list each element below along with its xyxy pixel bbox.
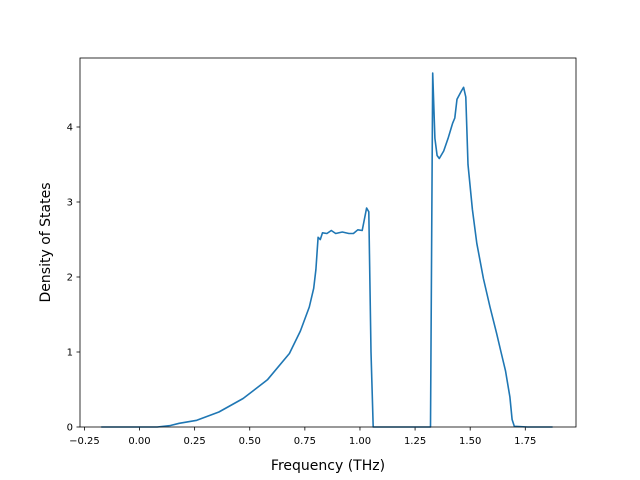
y-tick-label: 1 (67, 348, 73, 359)
x-tick-label: 1.75 (514, 436, 536, 447)
dos-series-line (101, 72, 553, 428)
x-tick-label: 1.00 (349, 436, 371, 447)
x-tick-label: 0.50 (239, 436, 261, 447)
x-tick-label: −0.25 (69, 436, 100, 447)
y-tick-label: 4 (67, 123, 73, 134)
x-tick-label: 0.25 (183, 436, 205, 447)
x-tick-label: 0.00 (128, 436, 150, 447)
plot-frame (79, 57, 577, 428)
x-axis-ticks: −0.25 0.00 0.25 0.50 0.75 1.00 1.25 1.50 1.75 (69, 427, 536, 447)
x-tick-label: 0.75 (294, 436, 316, 447)
x-tick-label: 1.50 (459, 436, 481, 447)
y-tick-label: 2 (67, 273, 73, 284)
y-axis-label: Density of States (38, 183, 54, 303)
y-tick-label: 0 (67, 423, 73, 434)
x-axis-label: Frequency (THz) (271, 458, 385, 474)
y-tick-label: 3 (67, 198, 73, 209)
x-tick-label: 1.25 (404, 436, 426, 447)
y-axis-ticks: 0 1 2 3 4 (67, 123, 80, 434)
